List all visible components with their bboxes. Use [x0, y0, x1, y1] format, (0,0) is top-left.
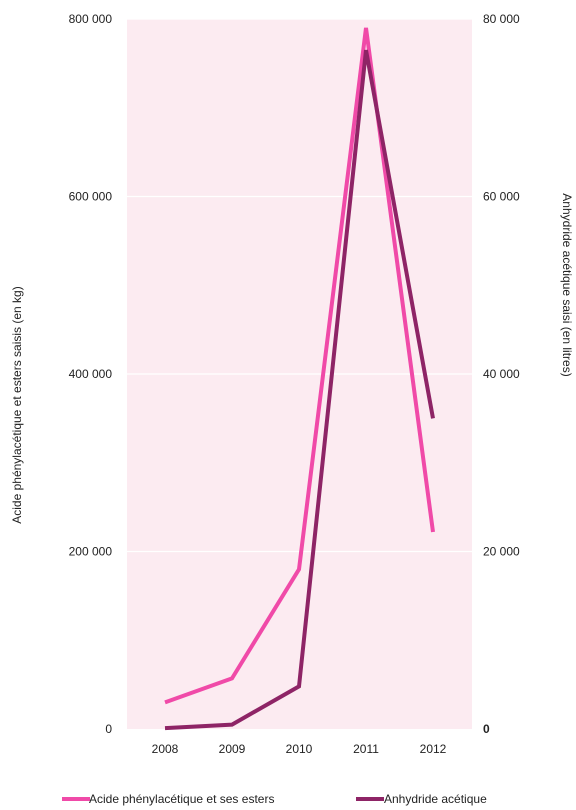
x-tick-label: 2009	[219, 742, 246, 756]
right-tick-label: 80 000	[483, 12, 520, 26]
series-line	[164, 27, 435, 705]
x-tick-label: 2010	[286, 742, 313, 756]
left-tick-label: 0	[105, 722, 112, 736]
series-lines	[164, 27, 435, 731]
right-tick-label: 40 000	[483, 367, 520, 381]
left-axis-ticks: 0 200 000 400 000 600 000 800 000	[69, 12, 113, 736]
series-line	[164, 49, 435, 731]
right-tick-label: 60 000	[483, 190, 520, 204]
left-tick-label: 800 000	[69, 12, 113, 26]
left-tick-label: 400 000	[69, 367, 113, 381]
legend: Acide phénylacétique et ses esters Anhydr…	[62, 792, 487, 806]
grid-lines	[127, 18, 472, 553]
x-tick-label: 2011	[353, 742, 379, 756]
legend-label: Anhydride acétique	[384, 792, 487, 806]
left-axis-title: Acide phénylacétique et esters saisis (e…	[10, 286, 24, 523]
right-tick-label: 20 000	[483, 545, 520, 559]
x-axis-ticks: 2008 2009 2010 2011 2012	[152, 742, 447, 756]
right-axis-ticks: 0 20 000 40 000 60 000 80 000	[483, 12, 520, 736]
x-tick-label: 2008	[152, 742, 179, 756]
x-tick-label: 2012	[420, 742, 447, 756]
legend-label: Acide phénylacétique et ses esters	[89, 792, 274, 806]
left-tick-label: 600 000	[69, 190, 113, 204]
right-tick-label: 0	[483, 722, 490, 736]
right-axis-title: Anhydride acétique saisi (en litres)	[560, 193, 574, 376]
left-tick-label: 200 000	[69, 545, 113, 559]
